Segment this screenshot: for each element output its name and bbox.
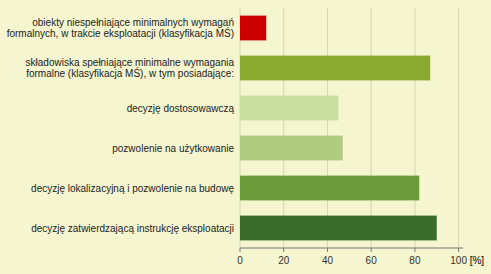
- grid-line: [371, 8, 372, 248]
- category-label: decyzję dostosowawczą: [127, 103, 235, 114]
- grid-line: [458, 8, 459, 248]
- category-label: decyzję lokalizacyjną i pozwolenie na bu…: [31, 183, 234, 194]
- grid-line: [240, 8, 241, 248]
- x-tick: [458, 248, 459, 252]
- bar: [240, 96, 338, 121]
- x-tick: [371, 248, 372, 252]
- grid: [240, 8, 459, 248]
- x-tick-label: 20: [278, 255, 290, 266]
- x-tick: [283, 248, 284, 252]
- category-label: składowiska spełniające minimalne wymaga…: [26, 57, 235, 80]
- category-label: obiekty niespełniające minimalnych wymag…: [7, 17, 234, 40]
- x-tick: [240, 248, 241, 252]
- x-tick-label: 100: [450, 255, 467, 266]
- x-ticks: 0 20 40 60 80 100: [237, 248, 467, 266]
- x-tick: [414, 248, 415, 252]
- grid-line: [327, 8, 328, 248]
- bar: [240, 16, 266, 41]
- chart-container: 0 20 40 60 80 100[%] decyzję zatwierdzającą in…: [0, 0, 491, 274]
- x-axis-line: [240, 248, 463, 249]
- x-tick: [327, 248, 328, 252]
- grid-line: [414, 8, 415, 248]
- bar: [240, 56, 430, 81]
- category-label: decyzję zatwierdzającą instrukcję eksplo…: [31, 223, 234, 234]
- bars: [240, 16, 437, 241]
- x-tick-label: 60: [366, 255, 378, 266]
- category-label: pozwolenie na użytkowanie: [112, 143, 234, 154]
- x-axis-label: [%]: [470, 255, 485, 266]
- x-tick-label: 40: [322, 255, 334, 266]
- bar: [240, 216, 437, 241]
- x-tick-label: 0: [237, 255, 243, 266]
- chart: 0 20 40 60 80 100[%] decyzję zatwierdzającą in…: [0, 0, 491, 274]
- bar: [240, 176, 419, 201]
- y-tick-labels: decyzję zatwierdzającą instrukcję eksplo…: [7, 17, 235, 234]
- bar: [240, 136, 343, 161]
- x-tick-label: 80: [409, 255, 421, 266]
- grid-line: [283, 8, 284, 248]
